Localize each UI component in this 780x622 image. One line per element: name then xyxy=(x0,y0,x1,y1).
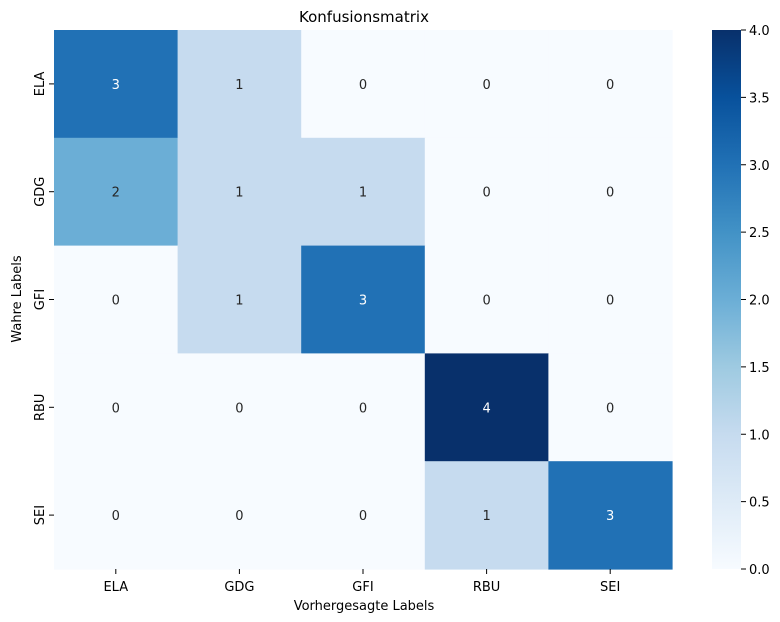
cell-value-label: 0 xyxy=(112,509,120,524)
heatmap-cell xyxy=(548,245,673,354)
heatmap-cell xyxy=(301,353,426,462)
x-axis: ELA GDG GFI RBU SEI xyxy=(103,569,620,595)
cell-value-label: 0 xyxy=(235,401,243,416)
heatmap-cell xyxy=(177,245,302,354)
heatmap-cell xyxy=(548,30,673,139)
cell-value-label: 1 xyxy=(359,186,367,201)
heatmap-cell xyxy=(54,30,179,139)
y-tick-label: RBU xyxy=(33,394,48,421)
cell-value-label: 0 xyxy=(112,401,120,416)
heatmap-cell xyxy=(301,245,426,354)
heatmap-cell xyxy=(301,30,426,139)
cell-value-label: 0 xyxy=(482,78,490,93)
colorbar-tick-label: 3.0 xyxy=(749,159,770,174)
colorbar-tick-label: 2.5 xyxy=(749,226,770,241)
colorbar-tick-label: 1.5 xyxy=(749,361,770,376)
cell-value-label: 3 xyxy=(606,509,614,524)
cell-value-label: 0 xyxy=(112,294,120,309)
heatmap-cell xyxy=(424,353,549,462)
y-tick-label: ELA xyxy=(33,71,48,96)
cell-value-label: 0 xyxy=(359,401,367,416)
cell-value-label: 2 xyxy=(112,186,120,201)
cell-value-label: 0 xyxy=(482,294,490,309)
heatmap-cells xyxy=(54,30,673,570)
x-axis-title: Vorhergesagte Labels xyxy=(294,599,435,614)
x-tick-label: GFI xyxy=(352,580,373,595)
heatmap-cell xyxy=(424,245,549,354)
cell-value-label: 1 xyxy=(482,509,490,524)
x-tick-label: GDG xyxy=(224,580,254,595)
y-tick-label: GFI xyxy=(33,289,48,310)
heatmap-cell xyxy=(177,30,302,139)
cell-value-label: 0 xyxy=(482,186,490,201)
cell-value-label: 1 xyxy=(235,294,243,309)
heatmap-cell xyxy=(54,245,179,354)
cell-value-label: 0 xyxy=(359,78,367,93)
cell-labels: 3 1 0 0 0 2 1 1 0 0 0 1 3 0 0 0 0 0 4 0 0 0 0 1 3 xyxy=(112,78,615,524)
y-tick-label: GDG xyxy=(33,177,48,207)
y-axis-title: Wahre Labels xyxy=(10,255,25,342)
colorbar xyxy=(712,30,741,569)
colorbar-tick-label: 2.0 xyxy=(749,294,770,309)
colorbar-tick-label: 4.0 xyxy=(749,24,770,39)
cell-value-label: 0 xyxy=(359,509,367,524)
cell-value-label: 0 xyxy=(606,186,614,201)
y-tick-label: SEI xyxy=(33,505,48,525)
cell-value-label: 0 xyxy=(606,294,614,309)
colorbar-tick-label: 0.0 xyxy=(749,563,770,578)
x-tick-label: SEI xyxy=(600,580,620,595)
cell-value-label: 4 xyxy=(482,401,490,416)
heatmap-cell xyxy=(54,137,179,247)
heatmap-cell xyxy=(548,353,673,462)
heatmap-cell xyxy=(301,461,426,570)
heatmap-cell xyxy=(424,461,549,570)
colorbar-ticks: 0.0 0.5 1.0 1.5 2.0 2.5 3.0 3.5 4.0 xyxy=(741,24,770,578)
heatmap-cell xyxy=(424,30,549,139)
cell-value-label: 3 xyxy=(112,78,120,93)
heatmap-cell xyxy=(548,137,673,247)
y-axis: ELA GDG GFI RBU SEI xyxy=(33,71,54,525)
cell-value-label: 0 xyxy=(606,401,614,416)
colorbar-tick-label: 0.5 xyxy=(749,496,770,511)
heatmap-cell xyxy=(177,137,302,247)
heatmap-cell xyxy=(54,353,179,462)
heatmap-cell xyxy=(54,461,179,570)
colorbar-tick-label: 3.5 xyxy=(749,91,770,106)
x-tick-label: RBU xyxy=(473,580,500,595)
heatmap-cell xyxy=(301,137,426,247)
heatmap-cell xyxy=(548,461,673,570)
cell-value-label: 0 xyxy=(606,78,614,93)
heatmap-cell xyxy=(177,461,302,570)
cell-value-label: 1 xyxy=(235,78,243,93)
cell-value-label: 1 xyxy=(235,186,243,201)
colorbar-tick-label: 1.0 xyxy=(749,428,770,443)
cell-value-label: 3 xyxy=(359,294,367,309)
heatmap-cell xyxy=(424,137,549,247)
x-tick-label: ELA xyxy=(103,580,128,595)
heatmap-cell xyxy=(177,353,302,462)
chart-title: Konfusionsmatrix xyxy=(299,8,429,26)
cell-value-label: 0 xyxy=(235,509,243,524)
